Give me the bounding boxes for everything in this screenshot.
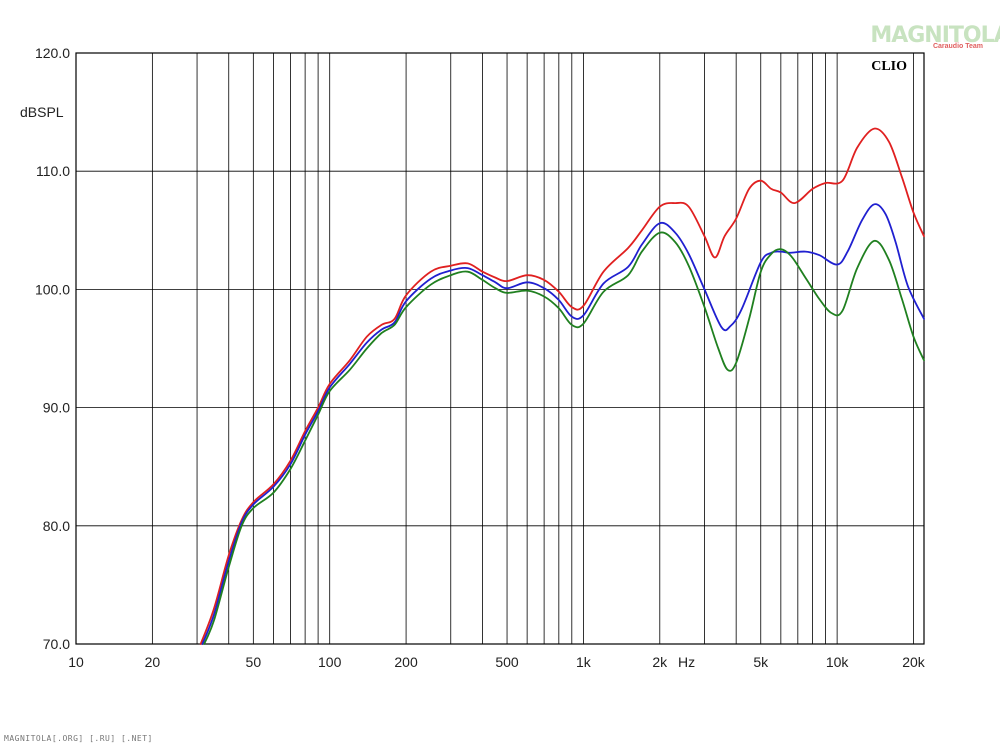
y-tick-label: 70.0 bbox=[43, 636, 70, 652]
brand-label: CLIO bbox=[871, 59, 907, 74]
x-tick-label: 5k bbox=[753, 654, 769, 670]
x-tick-label: 100 bbox=[318, 654, 342, 670]
y-tick-labels: 70.0 80.0 90.0 100.0 110.0 120.0 bbox=[35, 45, 70, 652]
series-curve-3 bbox=[203, 231, 925, 645]
y-tick-label: 90.0 bbox=[43, 400, 70, 416]
y-tick-label: 110.0 bbox=[36, 163, 70, 179]
footer-watermark: MAGNITOLA[.ORG] [.RU] [.NET] bbox=[4, 734, 153, 743]
x-axis-unit: Hz bbox=[678, 654, 695, 670]
x-tick-labels: 10 20 50 100 200 500 1k 2k 5k 10k 20k bbox=[68, 654, 926, 670]
y-tick-label: 120.0 bbox=[35, 45, 70, 61]
chart-series-group bbox=[199, 127, 925, 645]
chart-grid bbox=[75, 52, 924, 645]
y-tick-label: 80.0 bbox=[43, 518, 70, 534]
plot-frame bbox=[75, 52, 925, 645]
x-tick-label: 500 bbox=[495, 654, 519, 670]
x-tick-label: 50 bbox=[246, 654, 262, 670]
x-tick-label: 200 bbox=[394, 654, 418, 670]
watermark-logo: MAGNITOLA Caraudio Team bbox=[870, 23, 1000, 50]
x-tick-label: 2k bbox=[652, 654, 668, 670]
x-tick-label: 20k bbox=[902, 654, 926, 670]
watermark-main-text: MAGNITOLA bbox=[870, 23, 1000, 48]
series-curve-1 bbox=[199, 127, 925, 645]
x-tick-label: 10 bbox=[68, 654, 84, 670]
x-tick-label: 1k bbox=[576, 654, 592, 670]
series-curve-2 bbox=[201, 203, 925, 645]
y-tick-label: 100.0 bbox=[35, 281, 70, 297]
x-tick-label: 20 bbox=[145, 654, 161, 670]
y-axis-label: dBSPL bbox=[20, 104, 64, 120]
x-tick-label: 10k bbox=[826, 654, 850, 670]
watermark-sub-text: Caraudio Team bbox=[933, 43, 983, 50]
